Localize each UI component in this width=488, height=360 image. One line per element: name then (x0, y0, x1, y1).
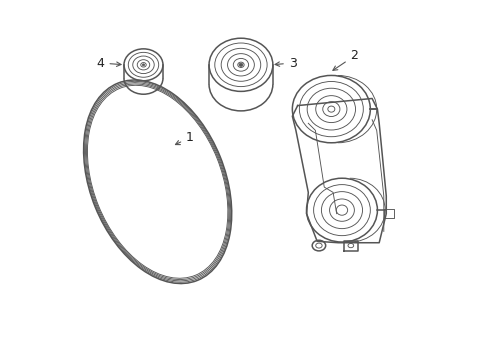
Ellipse shape (239, 63, 243, 66)
Ellipse shape (142, 64, 144, 66)
Text: 2: 2 (332, 49, 358, 70)
Text: 3: 3 (275, 57, 296, 69)
Text: 4: 4 (97, 57, 121, 69)
Text: 1: 1 (175, 131, 194, 145)
